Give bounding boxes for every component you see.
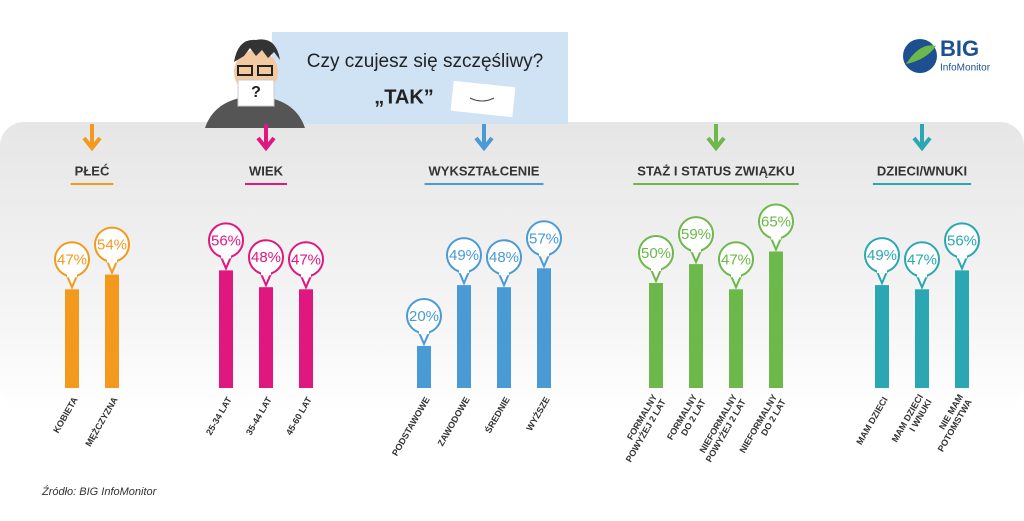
value-label: 49% [449,247,479,264]
character: ? [205,39,305,128]
arrow-head [256,136,276,152]
bubble-patch [731,271,741,278]
bubble-patch [877,267,887,274]
arrow-head [474,136,494,152]
answer: „TAK” [374,86,434,108]
logo: BIG [940,36,979,61]
bar [649,283,663,388]
bubble-patch [261,269,271,276]
bar [417,346,431,388]
bar [875,285,889,388]
arrow-head [706,136,726,152]
bubble-patch [499,269,509,276]
bar [65,289,79,388]
value-label: 48% [489,249,519,266]
bar [769,251,783,388]
value-label: 47% [721,251,751,268]
value-label: 54% [97,237,127,254]
value-label: 56% [947,232,977,249]
bar [915,289,929,388]
group-title: PŁEĆ [75,163,110,178]
group-title: WYKSZTAŁCENIE [429,163,540,178]
bubble-patch [67,271,77,278]
bubble-patch [107,256,117,263]
bar [537,268,551,388]
bubble-patch [539,250,549,257]
bar [457,285,471,388]
bar [955,270,969,388]
value-label: 48% [251,249,281,266]
svg-text:?: ? [251,84,261,101]
value-label: 56% [211,232,241,249]
card [450,80,516,118]
logo-leaf [906,45,936,64]
bar [497,287,511,388]
bubble-patch [691,246,701,253]
smile [469,97,495,102]
value-label: 20% [409,308,439,325]
value-label: 49% [867,247,897,264]
bubble-patch [221,252,231,259]
bubble-patch [651,265,661,271]
value-label: 57% [529,230,559,247]
bubble-patch [301,271,311,278]
value-label: 59% [681,226,711,243]
group-title: DZIECI/WNUKI [877,163,967,178]
question-box [272,32,568,124]
logo-sub: InfoMonitor [940,63,991,74]
bubble-patch [917,271,927,278]
bubble-patch [771,233,781,240]
source: Źródło: BIG InfoMonitor [41,485,158,498]
value-label: 47% [57,251,87,268]
arrow-head [912,136,932,152]
bar [729,289,743,388]
bubble-patch [957,252,967,259]
question: Czy czujesz się szczęśliwy? [307,51,544,72]
value-label: 47% [907,251,937,268]
bar [689,264,703,388]
group-title: STAŻ I STATUS ZWIĄZKU [637,163,794,178]
value-label: 50% [641,245,671,262]
bar [105,274,119,388]
bar [299,289,313,388]
bar [219,270,233,388]
bubble-patch [419,328,429,334]
bubble-patch [459,267,469,274]
value-label: 47% [291,251,321,268]
arrow-head [82,136,102,152]
value-label: 65% [761,213,791,230]
bar [259,287,273,388]
group-title: WIEK [249,163,284,178]
